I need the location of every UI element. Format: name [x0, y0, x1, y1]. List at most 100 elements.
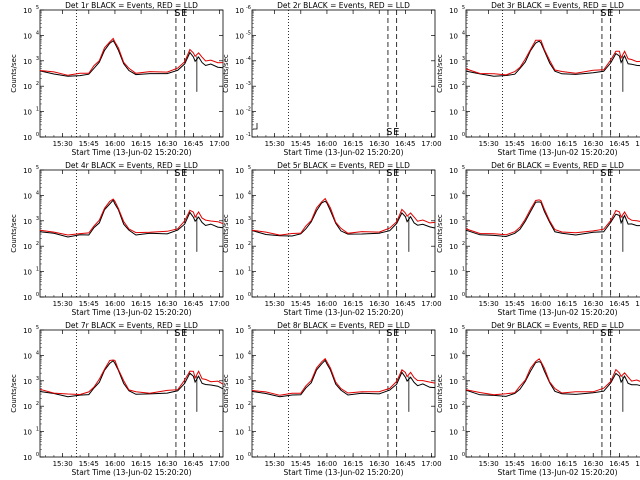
start-marker-label: S [386, 168, 392, 179]
y-tick-label: 10 [449, 192, 458, 200]
x-tick-label: 16:15 [343, 460, 363, 468]
y-tick-label: 10 [23, 58, 32, 66]
y-tick-exponent: 5 [36, 325, 39, 331]
y-tick-exponent: 0 [462, 132, 465, 138]
panel-title: Det 1r BLACK = Events, RED = LLD [65, 1, 198, 10]
y-tick-exponent: 4 [462, 350, 465, 356]
y-tick-exponent: 3 [248, 216, 251, 222]
panel-det-6: Det 6r BLACK = Events, RED = LLD 15:30 15:… [436, 161, 640, 317]
y-tick-exponent: 2 [462, 81, 465, 87]
x-tick-label: 16:45 [183, 300, 203, 308]
y-tick-label: 10 [23, 109, 32, 117]
x-axis-label: Start Time (13-Jun-02 15:20:20) [498, 148, 618, 157]
y-tick-label: 10 [449, 167, 458, 175]
x-tick-label: 16:00 [531, 140, 551, 148]
x-tick-label: 17:00 [209, 460, 229, 468]
y-tick-exponent: 3 [462, 216, 465, 222]
x-tick-label: 16:00 [317, 140, 337, 148]
y-tick-label: 10 [235, 192, 244, 200]
y-tick-exponent: 5 [248, 325, 251, 331]
x-tick-label: 15:30 [53, 140, 73, 148]
end-marker-label: E [393, 168, 399, 179]
x-tick-label: 17:00 [421, 460, 441, 468]
y-tick-exponent: 4 [36, 350, 39, 356]
plot-frame [39, 169, 224, 298]
y-tick-exponent: 3 [248, 376, 251, 382]
x-tick-label: 16:45 [395, 460, 415, 468]
panel-det-5: Det 5r BLACK = Events, RED = LLD 15:30 15:… [222, 161, 442, 317]
x-axis-label: Start Time (13-Jun-02 15:20:20) [498, 468, 618, 477]
end-marker-label: E [181, 8, 187, 19]
x-tick-label: 16:30 [583, 460, 603, 468]
y-tick-label: 10 [235, 352, 244, 360]
series-lld-line [465, 358, 640, 396]
panel-title: Det 3r BLACK = Events, RED = LLD [491, 1, 624, 10]
y-tick-exponent: 1 [36, 107, 39, 113]
y-tick-label: 10 [23, 454, 32, 462]
y-tick-exponent: 0 [248, 292, 251, 298]
y-axis-label: Counts/sec [436, 54, 444, 93]
y-axis-label: Counts/sec [222, 374, 230, 413]
y-tick-label: 10 [235, 32, 244, 40]
y-tick-exponent: 1 [248, 427, 251, 433]
y-tick-label: 10 [449, 32, 458, 40]
y-tick-exponent: 5 [462, 165, 465, 171]
x-tick-label: 17:00 [209, 140, 229, 148]
x-tick-label: 16:30 [369, 140, 389, 148]
y-tick-label: 10 [23, 7, 32, 15]
y-tick-exponent: 3 [462, 376, 465, 382]
x-tick-label: 16:15 [131, 460, 151, 468]
y-tick-label: 10 [449, 294, 458, 302]
y-tick-exponent: 4 [248, 350, 251, 356]
end-marker-label: E [607, 8, 613, 19]
y-tick-label: 10 [449, 58, 458, 66]
series-events-line [39, 39, 224, 77]
series-lld-line [465, 199, 640, 236]
y-tick-exponent: 2 [36, 81, 39, 87]
y-tick-exponent: 4 [462, 30, 465, 36]
x-tick-label: 15:30 [53, 300, 73, 308]
y-tick-exponent: 0 [36, 292, 39, 298]
y-tick-label: 10 [235, 134, 244, 142]
x-tick-label: 15:30 [479, 300, 499, 308]
end-marker-label: E [181, 168, 187, 179]
y-tick-exponent: 5 [36, 165, 39, 171]
y-tick-label: 10 [235, 429, 244, 437]
panel-title: Det 4r BLACK = Events, RED = LLD [65, 161, 198, 170]
y-tick-exponent: 3 [36, 56, 39, 62]
y-tick-label: 10 [235, 403, 244, 411]
y-tick-label: 10 [235, 218, 244, 226]
x-tick-label: 16:30 [369, 300, 389, 308]
x-axis-label: Start Time (13-Jun-02 15:20:20) [72, 308, 192, 317]
y-tick-label: 10 [449, 269, 458, 277]
y-tick-label: 10 [23, 32, 32, 40]
plot-frame [251, 9, 436, 138]
x-tick-label: 17:00 [209, 300, 229, 308]
x-tick-label: 16:15 [343, 300, 363, 308]
y-tick-label: 10 [23, 403, 32, 411]
x-axis-label: Start Time (13-Jun-02 15:20:20) [284, 308, 404, 317]
y-tick-exponent: 1 [36, 427, 39, 433]
start-marker-label: S [386, 328, 392, 339]
panel-title: Det 7r BLACK = Events, RED = LLD [65, 321, 198, 330]
y-tick-label: 10 [23, 378, 32, 386]
y-tick-label: 10 [23, 429, 32, 437]
series-events-line [251, 200, 436, 237]
series-events-line [39, 359, 224, 398]
y-axis-label: Counts/sec [10, 214, 18, 253]
x-tick-label: 15:45 [505, 460, 525, 468]
y-tick-label: 10 [449, 429, 458, 437]
series-events-line [465, 361, 640, 397]
x-tick-label: 16:30 [369, 460, 389, 468]
panel-det-9: Det 9r BLACK = Events, RED = LLD 15:30 15:… [436, 321, 640, 477]
x-tick-label: 16:45 [609, 140, 629, 148]
y-tick-exponent: 4 [36, 30, 39, 36]
x-tick-label: 16:45 [609, 460, 629, 468]
panel-det-4: Det 4r BLACK = Events, RED = LLD 15:30 15:… [10, 161, 230, 317]
y-tick-exponent: 3 [36, 216, 39, 222]
y-tick-label: 10 [449, 327, 458, 335]
y-tick-exponent: 5 [248, 165, 251, 171]
y-tick-label: 10 [235, 83, 244, 91]
series-lld-line [39, 359, 224, 396]
